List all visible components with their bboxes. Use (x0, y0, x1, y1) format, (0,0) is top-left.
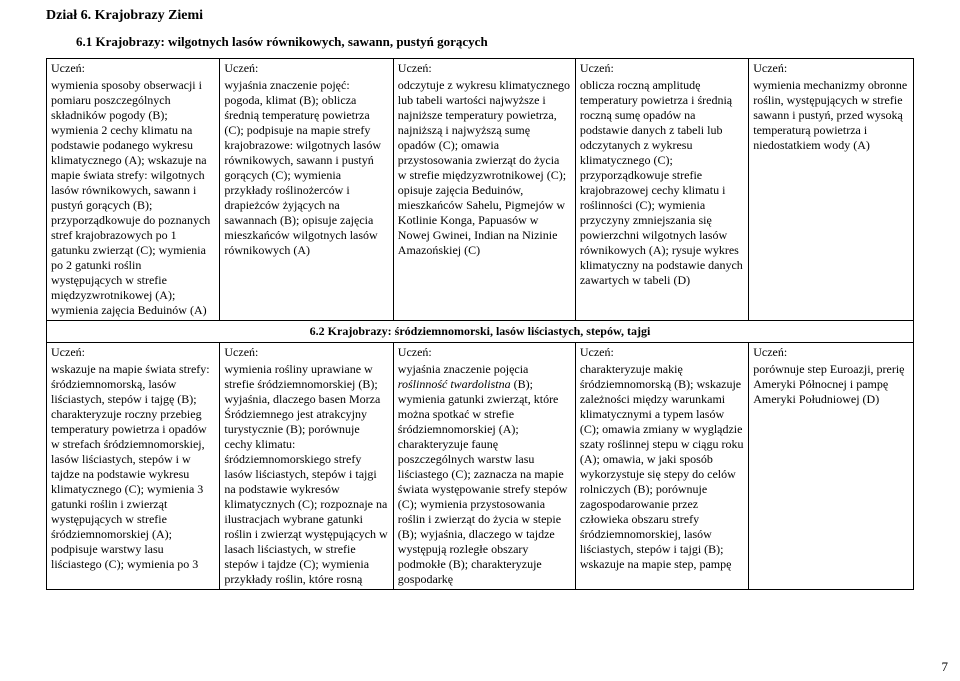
cell-content: wymienia sposoby obserwacji i pomiaru po… (47, 78, 220, 321)
student-label: Uczeń: (575, 59, 748, 79)
cell-content: wymienia mechanizmy obronne roślin, wyst… (749, 78, 914, 321)
student-label: Uczeń: (220, 343, 393, 363)
cell-content: wyjaśnia znaczenie pojęć: pogoda, klimat… (220, 78, 393, 321)
student-label: Uczeń: (47, 59, 220, 79)
table-row: Uczeń: Uczeń: Uczeń: Uczeń: Uczeń: (47, 59, 914, 79)
student-label: Uczeń: (47, 343, 220, 363)
cell-content: odczytuje z wykresu klimatycznego lub ta… (393, 78, 575, 321)
student-label: Uczeń: (575, 343, 748, 363)
table-row: wymienia sposoby obserwacji i pomiaru po… (47, 78, 914, 321)
cell-content: wskazuje na mapie świata strefy: śródzie… (47, 362, 220, 590)
cell-content: wymienia rośliny uprawiane w strefie śró… (220, 362, 393, 590)
subsection-title-1: 6.1 Krajobrazy: wilgotnych lasów równiko… (46, 34, 914, 50)
page-number: 7 (942, 659, 949, 675)
cell-content: charakteryzuje makię śródziemnomorską (B… (575, 362, 748, 590)
subsection-title-2: 6.2 Krajobrazy: śródziemnomorski, lasów … (47, 321, 914, 343)
cell-content: oblicza roczną amplitudę temperatury pow… (575, 78, 748, 321)
cell-content: porównuje step Euroazji, prerię Ameryki … (749, 362, 914, 590)
student-label: Uczeń: (393, 59, 575, 79)
curriculum-table: Uczeń: Uczeń: Uczeń: Uczeń: Uczeń: wymie… (46, 58, 914, 590)
student-label: Uczeń: (393, 343, 575, 363)
student-label: Uczeń: (749, 59, 914, 79)
page: Dział 6. Krajobrazy Ziemi 6.1 Krajobrazy… (0, 0, 960, 681)
table-row: Uczeń: Uczeń: Uczeń: Uczeń: Uczeń: (47, 343, 914, 363)
table-row: wskazuje na mapie świata strefy: śródzie… (47, 362, 914, 590)
student-label: Uczeń: (220, 59, 393, 79)
subsection-title-row: 6.2 Krajobrazy: śródziemnomorski, lasów … (47, 321, 914, 343)
section-title: Dział 6. Krajobrazy Ziemi (46, 8, 914, 24)
student-label: Uczeń: (749, 343, 914, 363)
cell-content: wyjaśnia znaczenie pojęcia roślinność tw… (393, 362, 575, 590)
